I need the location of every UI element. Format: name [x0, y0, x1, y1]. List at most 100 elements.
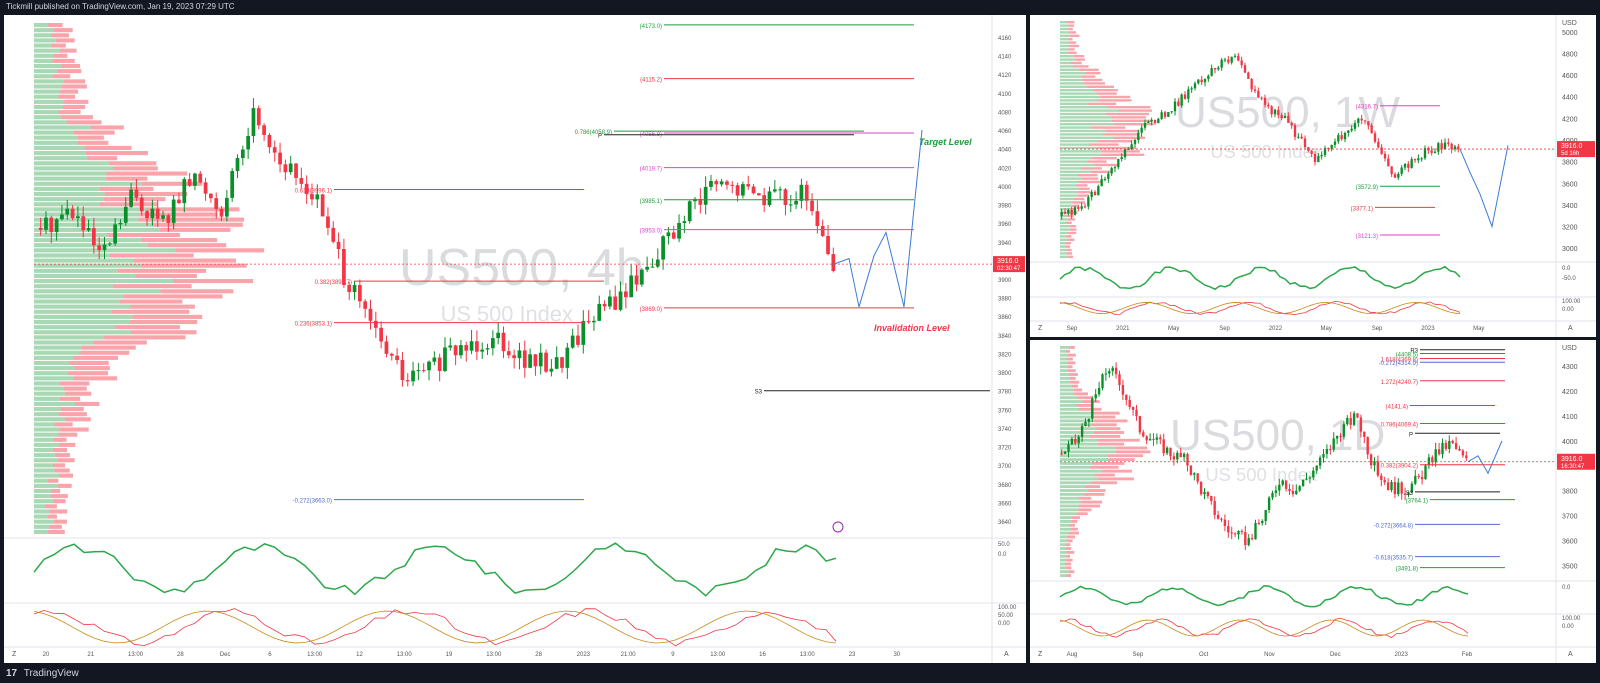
- volume-profile-bar: [1087, 489, 1106, 492]
- volume-profile-bar: [1060, 547, 1066, 550]
- volume-profile-bar: [1060, 194, 1078, 197]
- volume-profile-bar: [107, 232, 180, 238]
- candle-body: [1277, 109, 1280, 116]
- candle-body: [1113, 167, 1117, 169]
- candle-body: [1118, 374, 1121, 385]
- volume-profile-bar: [81, 345, 136, 350]
- x-tick-label: 2023: [1421, 326, 1435, 332]
- candle-body: [1097, 186, 1100, 196]
- volume-profile-bar: [1060, 55, 1074, 58]
- chart-panel-1w[interactable]: US500, 1W US 500 Index 5000 4800 4600 4400 420…: [1030, 15, 1596, 337]
- candle-body: [1159, 437, 1162, 440]
- volume-profile-bar: [1060, 492, 1084, 496]
- volume-profile-bar: [34, 156, 88, 161]
- x-tick-label: 13:00: [800, 652, 816, 658]
- y-tick-label: 4100: [998, 92, 1012, 98]
- last-price-tag: [993, 256, 1025, 273]
- candle-body: [44, 217, 48, 230]
- volume-profile-bar: [34, 447, 53, 453]
- candle-body: [1380, 147, 1383, 154]
- candle-body: [1322, 453, 1325, 458]
- candle-body: [1110, 167, 1113, 174]
- volume-profile-bar: [1077, 174, 1098, 177]
- candle-body: [49, 217, 54, 233]
- candle-body: [145, 211, 149, 219]
- volume-profile-bar: [49, 509, 68, 514]
- y-tick-label: 3840: [998, 334, 1012, 340]
- candle-body: [443, 347, 447, 371]
- x-tick-label: 21: [87, 652, 94, 658]
- candle-body: [1390, 166, 1393, 175]
- volume-profile-bar: [1060, 102, 1088, 105]
- volume-profile-bar: [53, 53, 68, 58]
- x-tick-label: May: [1168, 326, 1179, 332]
- volume-profile-bar: [1070, 34, 1080, 37]
- chart-1w-svg[interactable]: US500, 1W US 500 Index 5000 4800 4600 4400 420…: [1030, 15, 1596, 337]
- symbol-watermark: US500, 1W: [1175, 88, 1400, 137]
- candle-body: [1281, 480, 1284, 485]
- candle-body: [224, 197, 229, 217]
- level-label: (3572.9): [1356, 185, 1378, 191]
- candle-body: [677, 222, 681, 239]
- y-tick-label: 3740: [998, 427, 1012, 433]
- level-label: (3121.3): [1356, 234, 1378, 240]
- candle-body: [756, 193, 761, 196]
- y-tick-label: 3700: [1562, 514, 1578, 521]
- volume-profile-bar: [34, 355, 74, 360]
- oscillator-tick: 0.0: [1562, 585, 1571, 591]
- volume-profile-bar: [1060, 157, 1093, 160]
- candle-body: [278, 152, 282, 165]
- y-tick-label: 3820: [998, 352, 1012, 358]
- volume-profile-bar: [1060, 170, 1091, 173]
- candle-body: [698, 198, 703, 205]
- volume-profile-bar: [48, 23, 63, 28]
- volume-profile-bar: [152, 222, 243, 227]
- candle-body: [592, 320, 596, 323]
- candle-body: [1325, 449, 1329, 454]
- chart-panel-4h[interactable]: US500, 4h US 500 Index 4160 4140 4120 4100 408…: [4, 15, 1026, 663]
- volume-profile-bar: [57, 483, 72, 488]
- volume-profile-bar: [34, 396, 60, 401]
- volume-profile-bar: [1060, 248, 1067, 252]
- auto-scale-button: A: [1004, 651, 1009, 658]
- volume-profile-bar: [63, 79, 86, 84]
- x-tick-label: 28: [535, 652, 542, 658]
- candle-body: [1343, 133, 1347, 140]
- candle-body: [230, 171, 235, 198]
- volume-profile-bar: [1090, 465, 1119, 469]
- volume-profile-bar: [1060, 531, 1069, 535]
- candle-body: [788, 204, 793, 206]
- volume-profile-bar: [34, 63, 62, 69]
- candle-body: [139, 197, 144, 212]
- volume-profile-bar: [113, 166, 158, 171]
- footer-brand: TradingView: [23, 668, 79, 679]
- candle-body: [1077, 207, 1080, 209]
- volume-profile-bar: [1083, 492, 1105, 496]
- candle-body: [379, 327, 384, 342]
- y-tick-label: 4140: [998, 55, 1012, 61]
- volume-profile-bar: [34, 453, 56, 458]
- candle-body: [1373, 133, 1377, 142]
- candle-body: [1278, 484, 1281, 491]
- volume-profile-bar: [1060, 469, 1103, 473]
- currency-label: USD: [1562, 20, 1577, 27]
- volume-profile-bar: [135, 273, 197, 278]
- volume-profile-bar: [34, 304, 131, 309]
- candle-body: [1143, 122, 1147, 128]
- volume-profile-bar: [64, 391, 92, 396]
- volume-profile-bar: [1060, 221, 1067, 224]
- volume-profile-bar: [87, 156, 118, 161]
- volume-profile-bar: [1060, 61, 1071, 65]
- volume-profile-bar: [1111, 116, 1147, 119]
- volume-profile-bar: [1068, 48, 1075, 51]
- volume-profile-bar: [34, 33, 52, 38]
- volume-profile-bar: [1073, 392, 1089, 396]
- y-tick-label: 4600: [1562, 73, 1578, 80]
- volume-profile-bar: [1068, 41, 1077, 44]
- candle-body: [1420, 158, 1423, 160]
- y-tick-label: 3760: [998, 408, 1012, 414]
- volume-profile-bar: [1060, 485, 1086, 489]
